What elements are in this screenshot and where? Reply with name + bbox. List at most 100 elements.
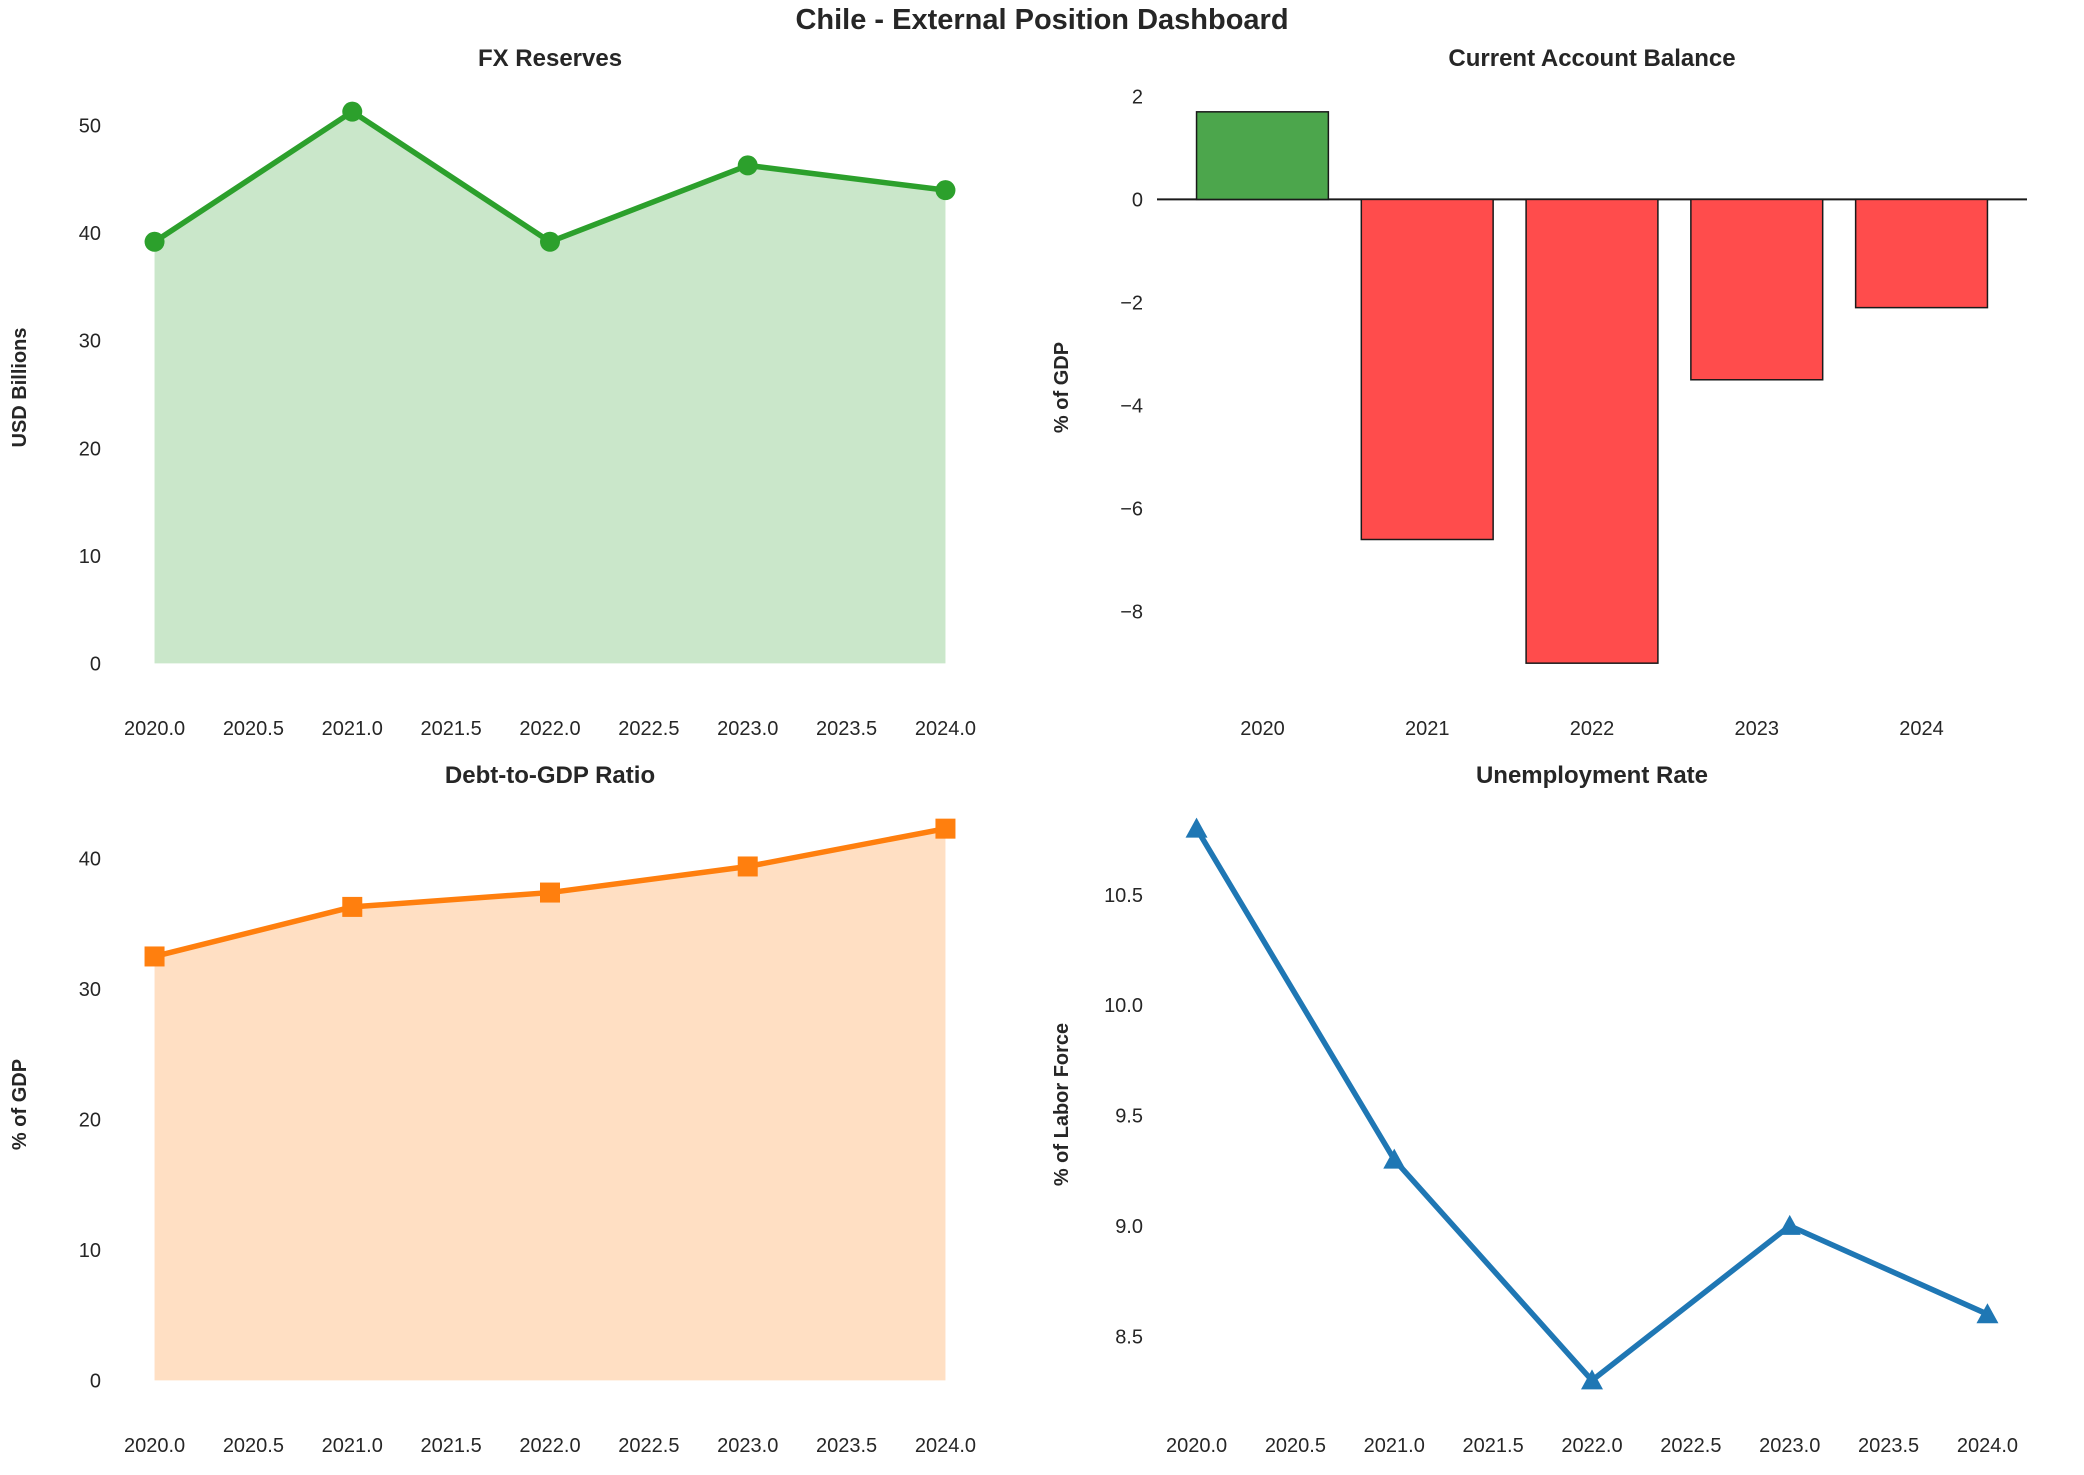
marker-triangle — [1185, 817, 1208, 838]
x-tick-label: 2020.5 — [223, 1435, 284, 1457]
current-account-plot: Current Account Balance % of GDP 2 0 −2 −4 −6 −… — [1051, 45, 2027, 740]
series-markers — [144, 818, 956, 967]
y-tick-label: −2 — [1120, 292, 1143, 314]
marker-triangle — [1581, 1369, 1603, 1390]
unemployment-chart: Unemployment Rate % of Labor Force 8.5 9.0 9… — [1042, 755, 2084, 1472]
y-tick-label: 10 — [79, 1240, 101, 1262]
chart-title: Debt-to-GDP Ratio — [445, 762, 655, 789]
series-markers — [1185, 817, 1999, 1390]
marker-square — [737, 856, 758, 877]
y-tick-label: 20 — [79, 438, 101, 460]
unemployment-group: Unemployment Rate % of Labor Force 8.5 9.0 9… — [1051, 762, 2018, 1457]
y-tick-label: 40 — [79, 223, 101, 245]
x-tick-label: 2024.0 — [1957, 1435, 2018, 1457]
marker-circle — [540, 231, 560, 252]
y-tick-label: 9.0 — [1115, 1216, 1143, 1238]
x-tick-label: 2022.0 — [1561, 1435, 1622, 1457]
y-tick-label: 40 — [79, 849, 101, 871]
y-axis-ticks: 0 10 20 30 40 — [79, 849, 101, 1393]
y-tick-label: 20 — [79, 1109, 101, 1131]
dashboard-title: Chile - External Position Dashboard — [795, 4, 1289, 36]
charts-grid: FX Reserves USD Billions 0 10 20 30 40 50 2020.0… — [0, 38, 2084, 1472]
marker-triangle — [1778, 1214, 1801, 1235]
x-tick-label: 2021.5 — [421, 1435, 482, 1457]
unemployment-plot: Unemployment Rate % of Labor Force 8.5 9.0 9… — [1051, 762, 2018, 1457]
x-tick-label: 2024 — [1899, 718, 1944, 740]
x-tick-label: 2023.5 — [1858, 1435, 1919, 1457]
x-tick-label: 2023.0 — [717, 718, 778, 740]
y-axis-label: USD Billions — [9, 327, 31, 447]
y-axis-ticks: 2 0 −2 −4 −6 −8 — [1120, 86, 1143, 623]
fx-reserves-chart: FX Reserves USD Billions 0 10 20 30 40 50 2020.0… — [0, 38, 1042, 755]
y-tick-label: 50 — [79, 116, 101, 138]
y-axis-label: % of GDP — [1051, 342, 1073, 433]
bar-2022 — [1525, 198, 1659, 664]
marker-triangle — [1976, 1303, 1999, 1324]
x-tick-label: 2023.0 — [717, 1435, 778, 1457]
x-tick-label: 2020.0 — [124, 1435, 185, 1457]
x-tick-label: 2020 — [1240, 718, 1285, 740]
x-tick-label: 2021.5 — [421, 718, 482, 740]
series-markers — [144, 101, 956, 252]
y-tick-label: 8.5 — [1115, 1326, 1143, 1348]
x-tick-label: 2021.5 — [1463, 1435, 1524, 1457]
x-axis-ticks: 2020.0 2020.5 2021.0 2021.5 2022.0 2022.5 2023… — [124, 1435, 976, 1457]
x-axis-ticks: 2020.0 2020.5 2021.0 2021.5 2022.0 2022.5 2023… — [1166, 1435, 2018, 1457]
y-tick-label: 2 — [1132, 86, 1143, 108]
y-tick-label: 0 — [1132, 189, 1143, 211]
x-tick-label: 2022 — [1570, 718, 1615, 740]
marker-circle — [342, 101, 363, 122]
debt-to-gdp-chart: Debt-to-GDP Ratio % of GDP 0 10 20 30 40 2020.0… — [0, 755, 1042, 1472]
y-axis-label: % of GDP — [9, 1059, 31, 1150]
series-area — [154, 828, 946, 1381]
marker-square — [540, 882, 560, 903]
x-tick-label: 2023.5 — [816, 1435, 877, 1457]
x-tick-label: 2020.5 — [1265, 1435, 1326, 1457]
x-tick-label: 2022.0 — [519, 718, 580, 740]
current-account-group: Current Account Balance % of GDP 2 0 −2 −4 −6 −… — [1051, 45, 2027, 740]
current-account-chart: Current Account Balance % of GDP 2 0 −2 −4 −6 −… — [1042, 38, 2084, 755]
marker-square — [342, 896, 363, 917]
marker-circle — [935, 180, 956, 201]
x-tick-label: 2024.0 — [915, 1435, 976, 1457]
chart-title: Current Account Balance — [1448, 45, 1735, 72]
x-axis-ticks: 2020 2021 2022 2023 2024 — [1240, 718, 1944, 740]
y-tick-label: −6 — [1120, 499, 1143, 521]
y-axis-label: % of Labor Force — [1051, 1023, 1073, 1186]
y-tick-label: 30 — [79, 979, 101, 1001]
marker-square — [935, 818, 956, 839]
x-tick-label: 2023 — [1735, 718, 1780, 740]
x-tick-label: 2022.5 — [1660, 1435, 1721, 1457]
fx-reserves-group: FX Reserves USD Billions 0 10 20 30 40 50 2020.0… — [9, 45, 976, 740]
bar-2023 — [1690, 198, 1824, 381]
y-tick-label: −4 — [1120, 396, 1143, 418]
bar-2024 — [1854, 198, 1989, 309]
marker-circle — [737, 155, 758, 176]
bar-2021 — [1360, 198, 1494, 541]
x-tick-label: 2023.0 — [1759, 1435, 1820, 1457]
y-tick-label: 10 — [79, 546, 101, 568]
x-axis-ticks: 2020.0 2020.5 2021.0 2021.5 2022.0 2022.5 2023… — [124, 718, 976, 740]
debt-to-gdp-group: Debt-to-GDP Ratio % of GDP 0 10 20 30 40 2020.0… — [9, 762, 976, 1457]
x-tick-label: 2021.0 — [322, 1435, 383, 1457]
chart-title: Unemployment Rate — [1476, 762, 1708, 789]
y-axis-ticks: 0 10 20 30 40 50 — [79, 116, 101, 676]
x-tick-label: 2020.0 — [124, 718, 185, 740]
y-tick-label: 9.5 — [1115, 1106, 1143, 1128]
debt-to-gdp-plot: Debt-to-GDP Ratio % of GDP 0 10 20 30 40 2020.0… — [9, 762, 976, 1457]
y-tick-label: 0 — [90, 653, 101, 675]
chart-title: FX Reserves — [478, 45, 622, 72]
series-area — [154, 111, 946, 664]
y-tick-label: −8 — [1120, 602, 1143, 624]
x-tick-label: 2021.0 — [1364, 1435, 1425, 1457]
y-tick-label: 10.5 — [1104, 885, 1143, 907]
y-tick-label: 0 — [90, 1370, 101, 1392]
y-tick-label: 10.0 — [1104, 995, 1143, 1017]
marker-triangle — [1383, 1148, 1406, 1169]
series-line — [1193, 825, 1991, 1384]
x-tick-label: 2021 — [1405, 718, 1450, 740]
x-tick-label: 2023.5 — [816, 718, 877, 740]
bars — [1195, 111, 1989, 664]
x-tick-label: 2022.5 — [618, 1435, 679, 1457]
x-tick-label: 2022.5 — [618, 718, 679, 740]
